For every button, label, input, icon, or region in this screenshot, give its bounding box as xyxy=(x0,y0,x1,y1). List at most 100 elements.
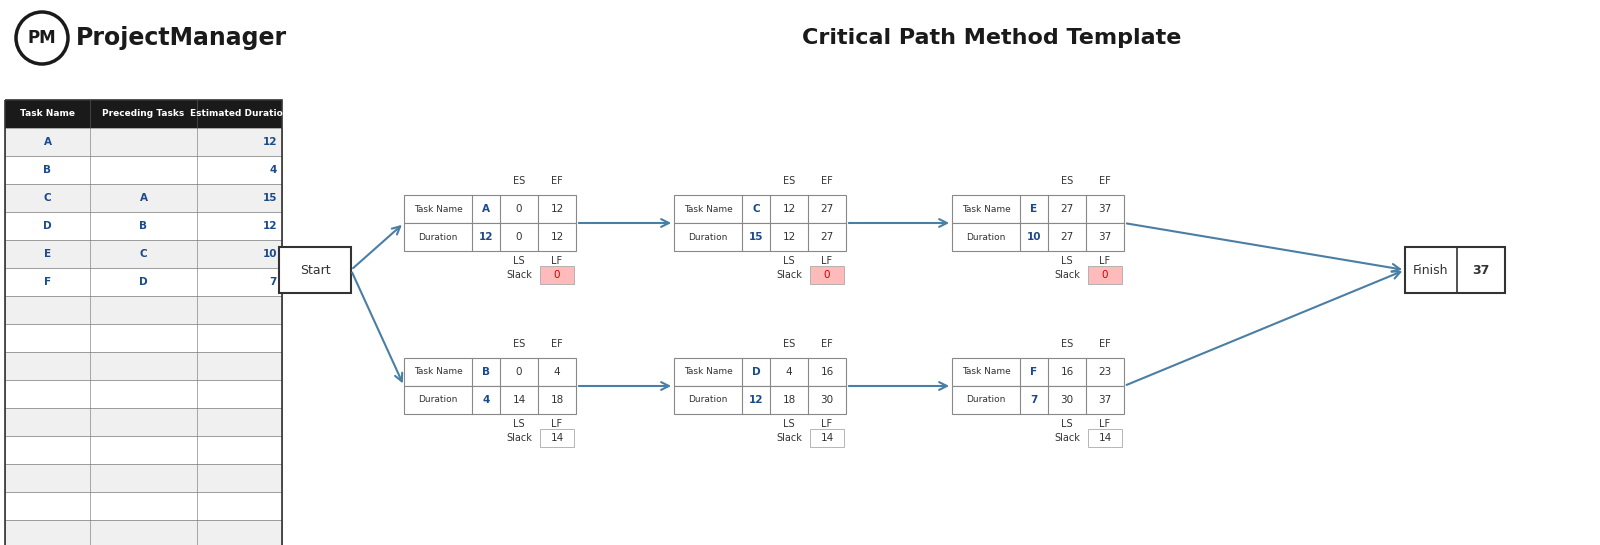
Text: 7: 7 xyxy=(1030,395,1038,405)
Bar xyxy=(5,128,282,156)
Text: 0: 0 xyxy=(515,232,522,242)
Bar xyxy=(5,352,282,380)
Text: EF: EF xyxy=(550,176,563,186)
Bar xyxy=(952,195,1123,223)
Text: 0: 0 xyxy=(1102,270,1109,280)
Bar xyxy=(541,266,574,284)
Text: LS: LS xyxy=(514,419,525,429)
Text: Task Name: Task Name xyxy=(19,110,75,118)
Text: 4: 4 xyxy=(786,367,792,377)
Text: LS: LS xyxy=(1061,256,1074,266)
Text: 27: 27 xyxy=(1061,204,1074,214)
Text: 18: 18 xyxy=(782,395,795,405)
Text: E: E xyxy=(1030,204,1037,214)
Bar xyxy=(5,436,282,464)
Bar xyxy=(5,380,282,408)
Text: 16: 16 xyxy=(821,367,834,377)
Text: 12: 12 xyxy=(749,395,763,405)
Text: 10: 10 xyxy=(1027,232,1042,242)
Bar xyxy=(810,429,845,447)
Text: LS: LS xyxy=(782,419,795,429)
Text: 14: 14 xyxy=(1098,433,1112,443)
Bar xyxy=(403,358,576,386)
Text: LF: LF xyxy=(821,419,832,429)
Text: Finish: Finish xyxy=(1413,263,1448,276)
Bar xyxy=(5,408,282,436)
Text: 4: 4 xyxy=(270,165,277,175)
Text: 4: 4 xyxy=(554,367,560,377)
Text: 12: 12 xyxy=(478,232,493,242)
Text: C: C xyxy=(139,249,147,259)
Text: Duration: Duration xyxy=(966,396,1006,404)
Bar xyxy=(5,100,282,545)
Text: EF: EF xyxy=(1099,176,1110,186)
Text: 27: 27 xyxy=(821,204,834,214)
Text: 4: 4 xyxy=(482,395,490,405)
Text: 0: 0 xyxy=(554,270,560,280)
Text: Critical Path Method Template: Critical Path Method Template xyxy=(802,28,1182,48)
Bar xyxy=(5,520,282,545)
Text: Slack: Slack xyxy=(1054,270,1080,280)
Bar xyxy=(5,156,282,184)
Text: Slack: Slack xyxy=(1054,433,1080,443)
Text: Slack: Slack xyxy=(776,433,802,443)
Text: 14: 14 xyxy=(512,395,526,405)
Text: LS: LS xyxy=(514,256,525,266)
Bar xyxy=(952,386,1123,414)
Bar xyxy=(5,268,282,296)
Bar xyxy=(1088,266,1122,284)
Text: Duration: Duration xyxy=(966,233,1006,241)
Text: LF: LF xyxy=(552,419,563,429)
Text: E: E xyxy=(43,249,51,259)
Text: 27: 27 xyxy=(1061,232,1074,242)
Text: LS: LS xyxy=(1061,419,1074,429)
Text: Slack: Slack xyxy=(776,270,802,280)
Text: PM: PM xyxy=(27,29,56,47)
Bar xyxy=(5,464,282,492)
Text: 12: 12 xyxy=(782,204,795,214)
Text: C: C xyxy=(752,204,760,214)
Text: Start: Start xyxy=(299,263,330,276)
Bar xyxy=(674,386,846,414)
Text: ES: ES xyxy=(514,176,525,186)
Text: 12: 12 xyxy=(550,232,563,242)
Bar xyxy=(5,324,282,352)
Bar xyxy=(952,223,1123,251)
Text: 37: 37 xyxy=(1098,232,1112,242)
Text: 14: 14 xyxy=(821,433,834,443)
Text: 23: 23 xyxy=(1098,367,1112,377)
Text: 37: 37 xyxy=(1472,263,1490,276)
Text: 30: 30 xyxy=(821,395,834,405)
Text: Duration: Duration xyxy=(418,396,458,404)
Text: A: A xyxy=(43,137,51,147)
Text: Preceding Tasks: Preceding Tasks xyxy=(102,110,184,118)
Text: LF: LF xyxy=(1099,419,1110,429)
Text: B: B xyxy=(139,221,147,231)
Text: D: D xyxy=(139,277,147,287)
Bar xyxy=(952,358,1123,386)
Bar xyxy=(674,223,846,251)
Text: 12: 12 xyxy=(262,137,277,147)
Text: ES: ES xyxy=(782,339,795,349)
Bar xyxy=(5,492,282,520)
Text: 37: 37 xyxy=(1098,204,1112,214)
Text: A: A xyxy=(139,193,147,203)
Text: Task Name: Task Name xyxy=(683,204,733,214)
Text: D: D xyxy=(752,367,760,377)
Text: F: F xyxy=(1030,367,1037,377)
Text: F: F xyxy=(43,277,51,287)
Text: 27: 27 xyxy=(821,232,834,242)
Text: 12: 12 xyxy=(550,204,563,214)
Text: 0: 0 xyxy=(515,367,522,377)
Text: B: B xyxy=(43,165,51,175)
Text: ES: ES xyxy=(782,176,795,186)
Text: LS: LS xyxy=(782,256,795,266)
Text: 18: 18 xyxy=(550,395,563,405)
Bar xyxy=(403,223,576,251)
Text: ES: ES xyxy=(1061,176,1074,186)
Text: Estimated Duration: Estimated Duration xyxy=(190,110,290,118)
Text: EF: EF xyxy=(821,176,834,186)
Bar xyxy=(541,429,574,447)
Text: 0: 0 xyxy=(515,204,522,214)
Bar xyxy=(674,358,846,386)
